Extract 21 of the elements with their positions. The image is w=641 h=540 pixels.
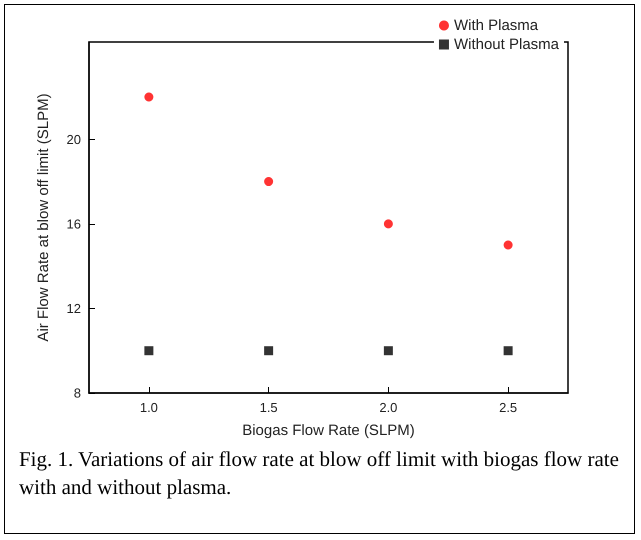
x-tick-label: 1.0 — [140, 400, 158, 415]
point — [504, 240, 513, 250]
y-tick-label: 20 — [66, 132, 81, 147]
x-tick-label: 1.5 — [260, 400, 278, 415]
point — [264, 177, 274, 186]
caption: Fig. 1. Variations of air flow rate at blow off limit with biogas flow rate with and without plasma. — [19, 446, 620, 501]
point — [504, 346, 513, 356]
y-tick-label: 12 — [66, 300, 81, 316]
point — [264, 346, 274, 356]
legend-label: With Plasma — [454, 17, 539, 34]
point — [144, 92, 154, 102]
x-axis-title: Biogas Flow Rate (SLPM) — [242, 422, 415, 439]
y-axis-title: Air Flow Rate at blow off limit (SLPM) — [35, 93, 52, 342]
point — [144, 346, 154, 356]
point — [384, 219, 393, 228]
legend-label: Without Plasma — [454, 36, 560, 53]
point — [384, 346, 393, 356]
y-tick-label: 16 — [66, 216, 81, 232]
x-tick-label: 2.0 — [379, 400, 398, 415]
y-tick-label: 8 — [74, 386, 81, 400]
x-tick-label: 2.5 — [499, 400, 518, 415]
